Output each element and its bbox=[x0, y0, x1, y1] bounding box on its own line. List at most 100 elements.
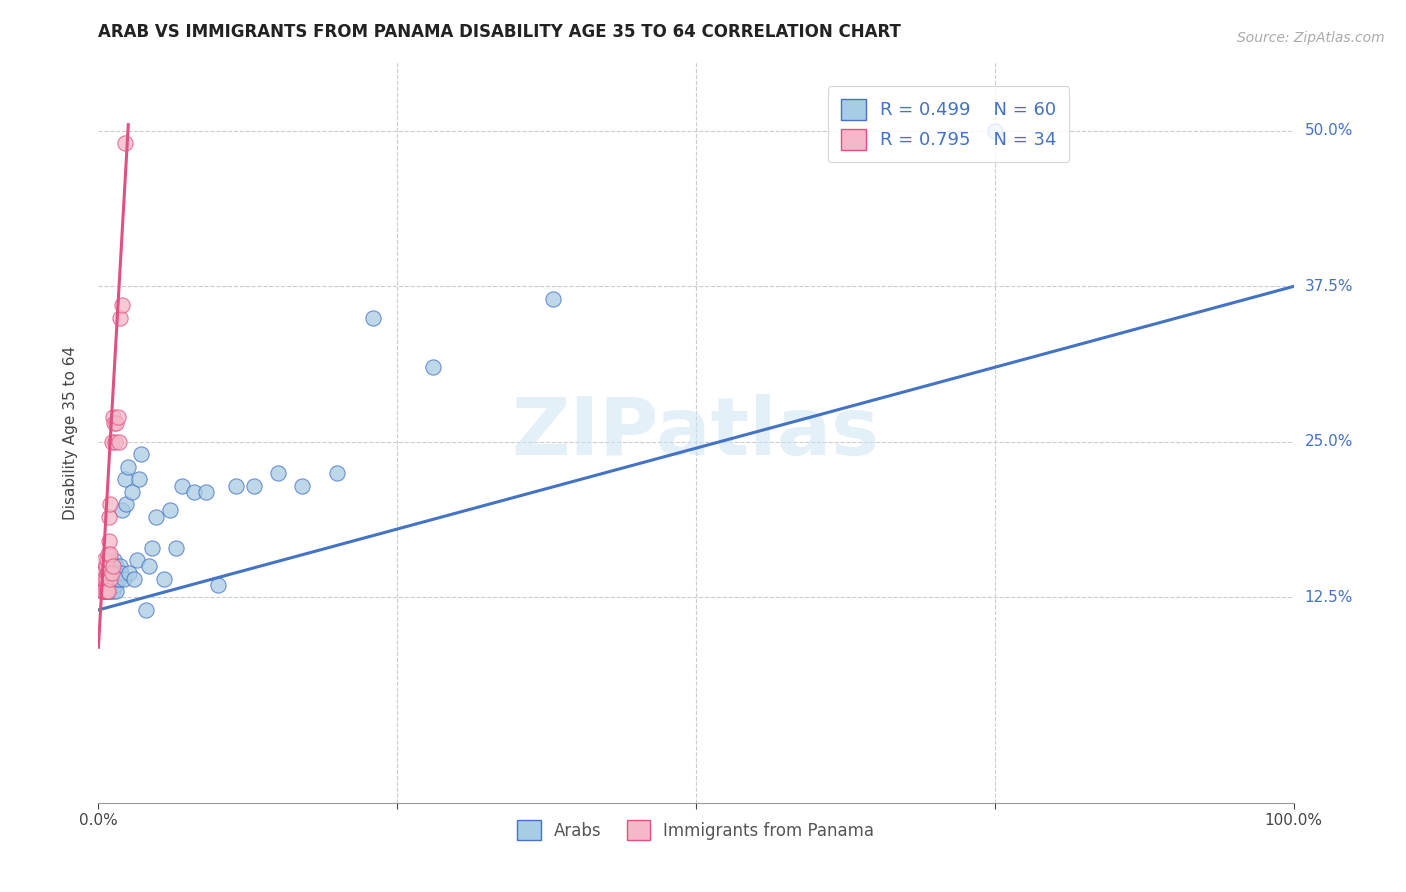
Point bbox=[183, 484, 205, 499]
Point bbox=[98, 509, 121, 524]
Point bbox=[98, 559, 122, 574]
Point bbox=[107, 434, 129, 449]
Point bbox=[117, 459, 139, 474]
Point bbox=[108, 559, 131, 574]
Point bbox=[97, 578, 120, 592]
Point bbox=[96, 559, 118, 574]
Point bbox=[107, 572, 129, 586]
Point bbox=[94, 559, 117, 574]
Point bbox=[93, 553, 115, 567]
Point bbox=[363, 310, 385, 325]
Point bbox=[105, 559, 128, 574]
Point bbox=[108, 310, 131, 325]
Text: 12.5%: 12.5% bbox=[1305, 590, 1353, 605]
Point bbox=[111, 503, 134, 517]
Point bbox=[100, 566, 122, 580]
Point bbox=[118, 566, 141, 580]
Point bbox=[93, 584, 115, 599]
Text: ZIPatlas: ZIPatlas bbox=[512, 393, 880, 472]
Point bbox=[107, 572, 129, 586]
Point bbox=[91, 566, 114, 580]
Point bbox=[141, 541, 163, 555]
Point bbox=[93, 566, 115, 580]
Point bbox=[96, 584, 118, 599]
Point bbox=[101, 410, 124, 425]
Y-axis label: Disability Age 35 to 64: Disability Age 35 to 64 bbox=[63, 345, 77, 520]
Point bbox=[114, 472, 136, 486]
Point bbox=[225, 478, 247, 492]
Point bbox=[101, 566, 124, 580]
Point bbox=[422, 360, 444, 375]
Point bbox=[98, 497, 122, 511]
Point bbox=[541, 292, 564, 306]
Point bbox=[104, 434, 127, 449]
Point bbox=[94, 566, 117, 580]
Point bbox=[98, 547, 122, 561]
Legend: Arabs, Immigrants from Panama: Arabs, Immigrants from Panama bbox=[510, 814, 882, 847]
Point bbox=[131, 447, 153, 461]
Point bbox=[105, 417, 128, 431]
Point bbox=[207, 578, 229, 592]
Point bbox=[159, 503, 181, 517]
Point bbox=[103, 553, 125, 567]
Point bbox=[91, 566, 114, 580]
Point bbox=[100, 578, 122, 592]
Point bbox=[107, 410, 129, 425]
Point bbox=[98, 584, 121, 599]
Point bbox=[984, 124, 1007, 138]
Point bbox=[97, 566, 120, 580]
Point bbox=[98, 584, 122, 599]
Point bbox=[326, 466, 349, 480]
Point bbox=[97, 584, 120, 599]
Point bbox=[94, 572, 117, 586]
Point bbox=[114, 136, 136, 151]
Point bbox=[267, 466, 290, 480]
Point bbox=[94, 584, 117, 599]
Point bbox=[104, 578, 127, 592]
Point bbox=[98, 534, 121, 549]
Point bbox=[91, 584, 114, 599]
Point bbox=[98, 572, 122, 586]
Point bbox=[145, 509, 167, 524]
Point bbox=[124, 572, 146, 586]
Point bbox=[128, 472, 150, 486]
Point bbox=[96, 553, 118, 567]
Point bbox=[96, 566, 118, 580]
Point bbox=[103, 572, 125, 586]
Point bbox=[111, 298, 134, 312]
Point bbox=[90, 578, 112, 592]
Point bbox=[101, 584, 124, 599]
Point bbox=[97, 566, 120, 580]
Point bbox=[135, 603, 157, 617]
Point bbox=[98, 572, 122, 586]
Point bbox=[243, 478, 266, 492]
Point bbox=[103, 417, 125, 431]
Text: Source: ZipAtlas.com: Source: ZipAtlas.com bbox=[1237, 31, 1385, 45]
Point bbox=[101, 559, 124, 574]
Point bbox=[96, 584, 118, 599]
Point bbox=[153, 572, 176, 586]
Point bbox=[100, 434, 122, 449]
Point bbox=[138, 559, 160, 574]
Point bbox=[94, 584, 117, 599]
Point bbox=[93, 584, 115, 599]
Point bbox=[100, 566, 122, 580]
Text: 25.0%: 25.0% bbox=[1305, 434, 1353, 450]
Text: 37.5%: 37.5% bbox=[1305, 279, 1353, 294]
Point bbox=[195, 484, 218, 499]
Point bbox=[91, 584, 114, 599]
Point bbox=[121, 484, 143, 499]
Point bbox=[98, 572, 121, 586]
Point bbox=[97, 547, 120, 561]
Point bbox=[291, 478, 314, 492]
Point bbox=[115, 497, 138, 511]
Text: 50.0%: 50.0% bbox=[1305, 123, 1353, 138]
Point bbox=[112, 572, 135, 586]
Text: ARAB VS IMMIGRANTS FROM PANAMA DISABILITY AGE 35 TO 64 CORRELATION CHART: ARAB VS IMMIGRANTS FROM PANAMA DISABILIT… bbox=[98, 23, 901, 41]
Point bbox=[110, 566, 132, 580]
Point bbox=[91, 572, 114, 586]
Point bbox=[93, 572, 115, 586]
Point bbox=[172, 478, 194, 492]
Point bbox=[91, 578, 114, 592]
Point bbox=[105, 584, 128, 599]
